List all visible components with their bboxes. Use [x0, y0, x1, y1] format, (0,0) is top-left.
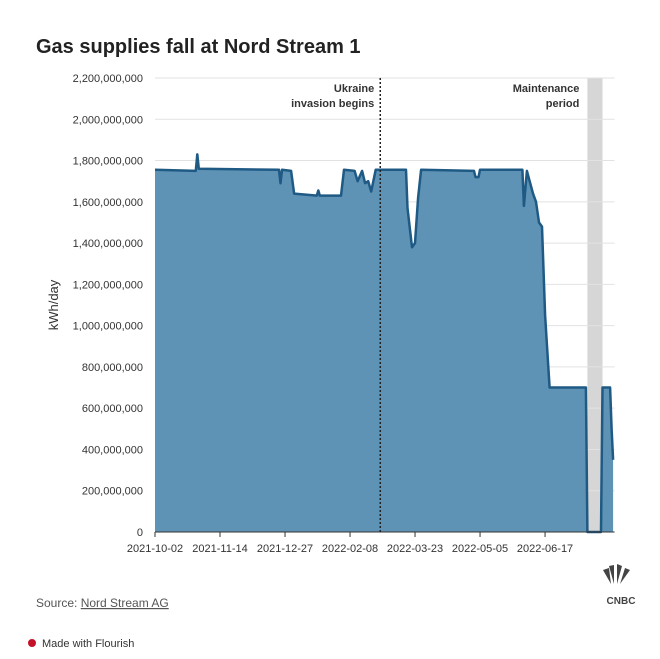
y-tick-label: 0 [137, 527, 143, 539]
x-tick-label: 2021-10-02 [127, 543, 183, 555]
source-link[interactable]: Nord Stream AG [81, 596, 169, 610]
logo-text: CNBC [607, 596, 636, 607]
made-with: Made with Flourish [42, 638, 134, 650]
x-tick-label: 2022-05-05 [452, 543, 508, 555]
y-tick-label: 2,200,000,000 [73, 73, 143, 85]
y-tick-label: 1,800,000,000 [73, 156, 143, 168]
y-tick-label: 1,200,000,000 [73, 279, 143, 291]
annotation: Ukraine [334, 83, 374, 95]
source-prefix: Source: [36, 596, 77, 610]
y-tick-label: 2,000,000,000 [73, 114, 143, 126]
annotation: period [546, 98, 580, 110]
maintenance-band [587, 78, 603, 532]
flourish-icon [28, 639, 36, 647]
x-tick-label: 2022-03-23 [387, 543, 443, 555]
y-tick-label: 1,000,000,000 [73, 321, 143, 333]
x-tick-label: 2022-02-08 [322, 543, 378, 555]
plot-area: 0 200,000,000 400,000,000 600,000,000 800,00… [73, 73, 615, 555]
y-tick-label: 400,000,000 [82, 444, 143, 456]
annotation: Maintenance [513, 83, 580, 95]
y-tick-label: 800,000,000 [82, 362, 143, 374]
line [154, 153, 615, 534]
y-tick-label: 1,600,000,000 [73, 197, 143, 209]
annotation: invasion begins [291, 98, 374, 110]
x-tick-label: 2021-12-27 [257, 543, 313, 555]
x-tick-label: 2021-11-14 [192, 543, 247, 555]
cnbc-logo: CNBC [603, 564, 635, 607]
source: Source: Nord Stream AG [36, 596, 169, 610]
area [155, 154, 614, 532]
chart-title: Gas supplies fall at Nord Stream 1 [36, 36, 361, 58]
y-tick-label: 600,000,000 [82, 403, 143, 415]
y-axis-label: kWh/day [46, 279, 61, 330]
y-tick-label: 1,400,000,000 [73, 238, 143, 250]
x-tick-label: 2022-06-17 [517, 543, 573, 555]
y-tick-label: 200,000,000 [82, 486, 143, 498]
